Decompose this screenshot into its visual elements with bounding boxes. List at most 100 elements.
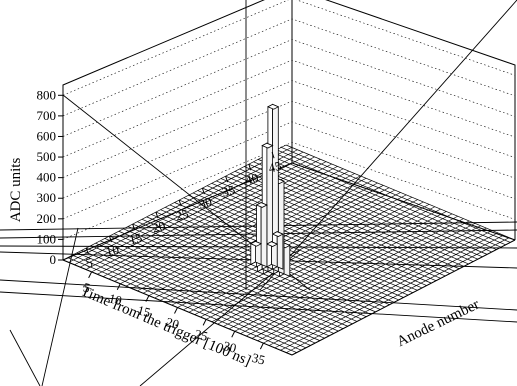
floor-line-time-10 bbox=[120, 168, 344, 285]
z-tick-label-4: 400 bbox=[37, 170, 57, 185]
time-tick-mark-5 bbox=[231, 331, 236, 338]
stray-line-8 bbox=[0, 291, 517, 323]
data-bars bbox=[249, 103, 291, 277]
y-axis-label: Time from the trigger [100 ns] bbox=[78, 283, 253, 369]
x-axis-label: Anode number bbox=[394, 297, 482, 351]
wall-gridline-3 bbox=[62, 100, 516, 199]
time-axis-ticks: 5 10 15 20 25 30 35 bbox=[82, 271, 267, 368]
floor-line-time-22 bbox=[188, 196, 413, 313]
floor-front-right-edge bbox=[291, 239, 516, 356]
anode-tick-mark-4 bbox=[178, 199, 182, 207]
bar-face-side bbox=[260, 202, 268, 268]
floor-line-time-8 bbox=[108, 163, 332, 280]
floor-line-time-26 bbox=[211, 206, 436, 323]
floor-line-time-11 bbox=[125, 170, 350, 287]
time-tick-mark-1 bbox=[116, 283, 121, 290]
time-tick-label-1: 10 bbox=[107, 291, 123, 309]
bar-face-top bbox=[266, 103, 280, 110]
time-tick-label-3: 20 bbox=[164, 314, 180, 332]
time-tick-mark-3 bbox=[174, 307, 178, 314]
bar-face-top bbox=[265, 241, 279, 247]
anode-tick-label-7: 40 bbox=[244, 170, 260, 188]
bar-18-21 bbox=[265, 241, 279, 268]
floor-line-time-35 bbox=[263, 227, 487, 344]
floor-line-time-33 bbox=[251, 223, 476, 339]
bar-face-top bbox=[249, 240, 263, 247]
stray-line-1 bbox=[259, 0, 517, 291]
stray-line-9 bbox=[9, 329, 41, 386]
floor-line-time-24 bbox=[200, 201, 424, 318]
floor-line-time-30 bbox=[234, 215, 458, 332]
anode-tick-mark-2 bbox=[132, 223, 136, 231]
floor-line-time-9 bbox=[114, 166, 338, 282]
anode-tick-label-2: 15 bbox=[127, 230, 143, 248]
bar-face-top bbox=[261, 142, 274, 149]
time-tick-mark-0 bbox=[88, 271, 93, 279]
anode-tick-label-5: 30 bbox=[197, 194, 213, 212]
floor-line-time-32 bbox=[246, 220, 470, 337]
z-tick-label-5: 500 bbox=[37, 149, 57, 164]
z-axis-ticks: 0 100 200 300 400 500 600 700 800 bbox=[37, 87, 63, 267]
floor-line-time-21 bbox=[183, 194, 407, 311]
wall-gridline-5 bbox=[62, 59, 516, 158]
time-tick-mark-4 bbox=[202, 319, 207, 326]
wall-gridline-6 bbox=[62, 39, 516, 137]
floor-line-time-2 bbox=[74, 149, 298, 266]
time-tick-label-6: 35 bbox=[250, 350, 266, 368]
floor-line-time-38 bbox=[280, 234, 504, 351]
z-axis-label: ADC units bbox=[8, 158, 24, 223]
bar-face-top bbox=[255, 202, 268, 208]
anode-axis-ticks: 5 10 15 20 25 30 35 40 45 bbox=[84, 152, 283, 271]
floor-line-time-27 bbox=[217, 208, 441, 325]
anode-tick-label-1: 10 bbox=[104, 242, 120, 260]
wall-gridline-1 bbox=[62, 142, 516, 240]
wall-gridline-8 bbox=[62, 0, 516, 96]
floor-line-time-12 bbox=[131, 173, 355, 289]
anode-tick-mark-0 bbox=[85, 247, 89, 255]
anode-tick-mark-3 bbox=[155, 211, 159, 219]
floor-line-time-13 bbox=[137, 175, 361, 292]
floor-line-time-29 bbox=[228, 213, 453, 330]
floor-line-time-36 bbox=[268, 230, 493, 346]
anode-tick-mark-6 bbox=[225, 175, 229, 183]
anode-tick-label-8: 45 bbox=[267, 158, 283, 176]
floor-line-time-37 bbox=[274, 232, 498, 349]
anode-tick-label-3: 20 bbox=[151, 218, 167, 236]
wall-gridline-4 bbox=[62, 80, 516, 178]
stray-line-10 bbox=[41, 227, 79, 386]
anode-tick-label-6: 35 bbox=[220, 182, 236, 200]
z-tick-label-3: 300 bbox=[37, 190, 57, 205]
anode-tick-mark-7 bbox=[248, 164, 252, 171]
floor-line-time-31 bbox=[240, 218, 464, 334]
time-tick-label-0: 5 bbox=[82, 279, 92, 295]
floor-line-time-28 bbox=[223, 211, 447, 327]
time-tick-label-5: 30 bbox=[222, 338, 238, 356]
anode-tick-mark-1 bbox=[108, 235, 112, 243]
z-tick-label-0: 0 bbox=[50, 252, 57, 267]
floor-line-time-7 bbox=[102, 161, 327, 277]
z-tick-label-7: 700 bbox=[37, 108, 57, 123]
anode-tick-label-0: 5 bbox=[84, 255, 94, 271]
anode-tick-mark-5 bbox=[201, 187, 205, 195]
box-outline bbox=[62, 0, 516, 260]
floor-line-time-25 bbox=[205, 204, 430, 320]
bar-face-top bbox=[271, 231, 284, 237]
time-tick-label-4: 25 bbox=[193, 326, 209, 344]
floor-line-time-39 bbox=[286, 237, 510, 353]
plot-frame bbox=[62, 0, 516, 261]
z-tick-label-2: 200 bbox=[37, 211, 57, 226]
z-tick-label-8: 800 bbox=[37, 87, 57, 102]
floor-line-time-34 bbox=[257, 225, 481, 342]
time-tick-mark-2 bbox=[145, 295, 150, 302]
time-tick-label-2: 15 bbox=[136, 302, 152, 320]
z-tick-label-1: 100 bbox=[37, 231, 57, 246]
bar-face-side bbox=[276, 231, 284, 270]
z-tick-label-6: 600 bbox=[37, 128, 57, 143]
anode-tick-label-4: 25 bbox=[174, 206, 190, 224]
floor-grid bbox=[62, 144, 516, 356]
time-tick-mark-6 bbox=[259, 342, 264, 350]
wall-gridline-7 bbox=[62, 18, 516, 117]
wall-gridline-2 bbox=[62, 121, 516, 220]
stray-line-7 bbox=[0, 279, 517, 311]
